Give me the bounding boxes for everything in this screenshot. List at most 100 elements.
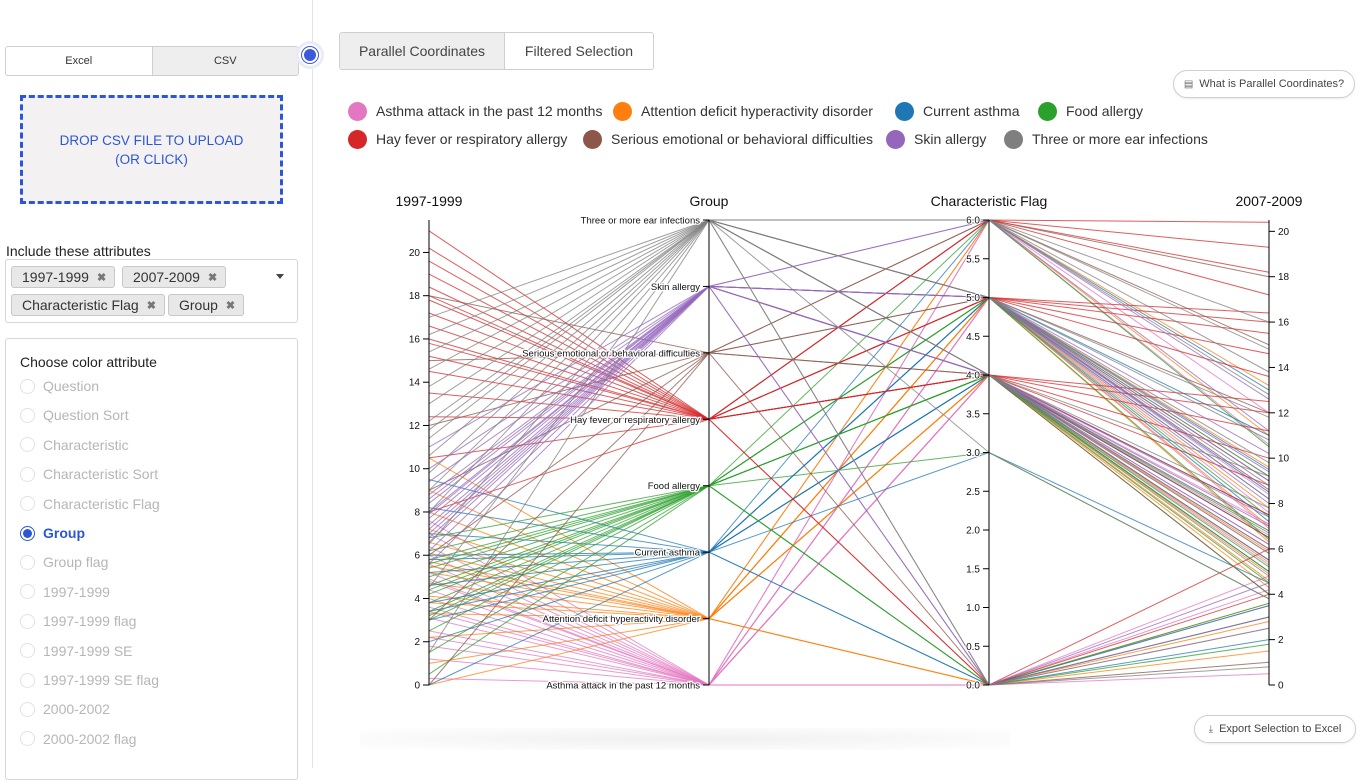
axis-tick-label: 0.5 <box>966 642 980 653</box>
legend-item[interactable]: Current asthma <box>895 101 1019 121</box>
axis-tick-label: Attention deficit hyperactivity disorder <box>543 614 700 625</box>
axis-tick-label: 4.0 <box>966 371 980 382</box>
chevron-down-icon[interactable] <box>276 274 284 279</box>
legend-item[interactable]: Asthma attack in the past 12 months <box>348 101 602 121</box>
radio-icon[interactable] <box>20 613 35 629</box>
color-option[interactable]: 1997-1999 <box>20 582 110 602</box>
legend-item[interactable]: Hay fever or respiratory allergy <box>348 129 567 149</box>
axis-tick-label: 6 <box>414 551 420 562</box>
remove-tag-icon[interactable]: ✖ <box>225 299 236 312</box>
radio-icon[interactable] <box>20 407 35 423</box>
color-option[interactable]: Group flag <box>20 552 108 572</box>
csv-dropzone[interactable]: DROP CSV FILE TO UPLOAD (OR CLICK) <box>20 95 283 204</box>
scroll-shadow <box>360 728 1010 750</box>
radio-icon[interactable] <box>20 731 35 747</box>
data-line <box>428 219 1270 350</box>
axis-tick-label: 1.0 <box>966 603 980 614</box>
legend-item[interactable]: Skin allergy <box>886 129 986 149</box>
help-button[interactable]: ▤ What is Parallel Coordinates? <box>1173 70 1355 98</box>
color-option[interactable]: Question Sort <box>20 405 129 425</box>
axis-tick-label: 20 <box>409 248 421 259</box>
axis-tick-label: 0.0 <box>966 681 980 692</box>
sidebar-toggle[interactable] <box>299 44 321 66</box>
legend-swatch <box>1038 101 1057 121</box>
color-option[interactable]: 1997-1999 SE <box>20 641 133 661</box>
data-line <box>428 418 1270 686</box>
tab-filtered-selection[interactable]: Filtered Selection <box>505 33 653 69</box>
axis-title: Characteristic Flag <box>931 193 1048 209</box>
axis-tick-label: 10 <box>409 464 421 475</box>
view-tabs: Parallel Coordinates Filtered Selection <box>339 32 654 70</box>
color-option[interactable]: 2000-2002 flag <box>20 729 136 749</box>
data-line <box>428 285 1270 686</box>
axis-tick-label: 0 <box>414 681 420 692</box>
color-option[interactable]: Question <box>20 376 99 396</box>
attributes-select[interactable] <box>5 259 298 323</box>
radio-icon[interactable] <box>20 584 35 600</box>
axis-tick-label: 3.0 <box>966 448 980 459</box>
data-line <box>428 219 1270 354</box>
legend-label: Current asthma <box>923 103 1020 119</box>
data-line <box>428 219 1270 539</box>
tab-parallel-coordinates[interactable]: Parallel Coordinates <box>340 33 505 69</box>
axis-title: Group <box>690 193 729 209</box>
tag-label: 1997-1999 <box>22 269 89 285</box>
color-option-label: 1997-1999 <box>43 583 110 600</box>
color-option[interactable]: Characteristic Sort <box>20 464 158 484</box>
dropzone-line1: DROP CSV FILE TO UPLOAD <box>59 132 244 148</box>
export-button[interactable]: ⤓ Export Selection to Excel <box>1194 715 1356 743</box>
tag-label: 2007-2009 <box>133 269 200 285</box>
data-lines <box>428 219 1270 686</box>
book-icon: ▤ <box>1183 78 1194 90</box>
color-option-label: 1997-1999 flag <box>43 613 137 630</box>
legend-label: Food allergy <box>1066 103 1144 119</box>
axis-tick-label: 14 <box>1278 363 1290 374</box>
radio-icon[interactable] <box>20 496 35 512</box>
radio-icon[interactable] <box>20 466 35 482</box>
color-option[interactable]: 1997-1999 SE flag <box>20 670 159 690</box>
axis-tick-label: 2 <box>1278 635 1284 646</box>
color-option[interactable]: Group <box>20 523 85 543</box>
remove-tag-icon[interactable]: ✖ <box>96 271 107 284</box>
data-line <box>428 352 1270 686</box>
axis-tick-label: 6.0 <box>966 216 980 227</box>
remove-tag-icon[interactable]: ✖ <box>146 299 156 312</box>
color-option[interactable]: 2000-2002 <box>20 699 110 719</box>
remove-tag-icon[interactable]: ✖ <box>207 271 218 284</box>
axis-tick-label: Food allergy <box>648 481 701 492</box>
radio-icon[interactable] <box>20 701 35 717</box>
legend-label: Attention deficit hyperactivity disorder <box>641 103 873 119</box>
radio-icon[interactable] <box>20 643 35 659</box>
color-option[interactable]: Characteristic <box>20 435 129 455</box>
tab-excel[interactable]: Excel <box>6 47 153 75</box>
color-option[interactable]: Characteristic Flag <box>20 494 160 514</box>
axis-tick-label: 6 <box>1278 544 1284 555</box>
legend-item[interactable]: Serious emotional or behavioral difficul… <box>583 129 873 149</box>
data-line <box>428 627 1270 686</box>
data-line <box>428 219 1270 418</box>
axis-tick-label: 0 <box>1278 681 1284 692</box>
legend-item[interactable]: Attention deficit hyperactivity disorder <box>613 101 873 121</box>
legend-item[interactable]: Food allergy <box>1038 101 1143 121</box>
color-attribute-panel: Choose color attribute Question Question … <box>5 338 298 780</box>
radio-icon[interactable] <box>20 378 35 394</box>
tab-csv[interactable]: CSV <box>152 47 298 75</box>
attribute-tag[interactable]: Characteristic Flag ✖ <box>11 294 165 316</box>
data-line <box>428 485 1270 686</box>
color-option-label: Characteristic <box>43 436 129 453</box>
legend-item[interactable]: Three or more ear infections <box>1004 129 1208 149</box>
axis-tick-label: 10 <box>1278 454 1290 465</box>
attribute-tag[interactable]: Group ✖ <box>168 294 245 316</box>
attribute-tag[interactable]: 2007-2009 ✖ <box>122 266 227 288</box>
radio-icon[interactable] <box>20 554 35 570</box>
radio-icon[interactable] <box>20 525 35 541</box>
legend-label: Serious emotional or behavioral difficul… <box>611 131 873 147</box>
legend-swatch <box>613 101 632 121</box>
attribute-tag[interactable]: 1997-1999 ✖ <box>11 266 116 288</box>
radio-icon[interactable] <box>20 437 35 453</box>
data-line <box>428 219 1270 686</box>
data-line <box>428 374 1270 620</box>
color-option[interactable]: 1997-1999 flag <box>20 611 136 631</box>
radio-icon[interactable] <box>20 672 35 688</box>
